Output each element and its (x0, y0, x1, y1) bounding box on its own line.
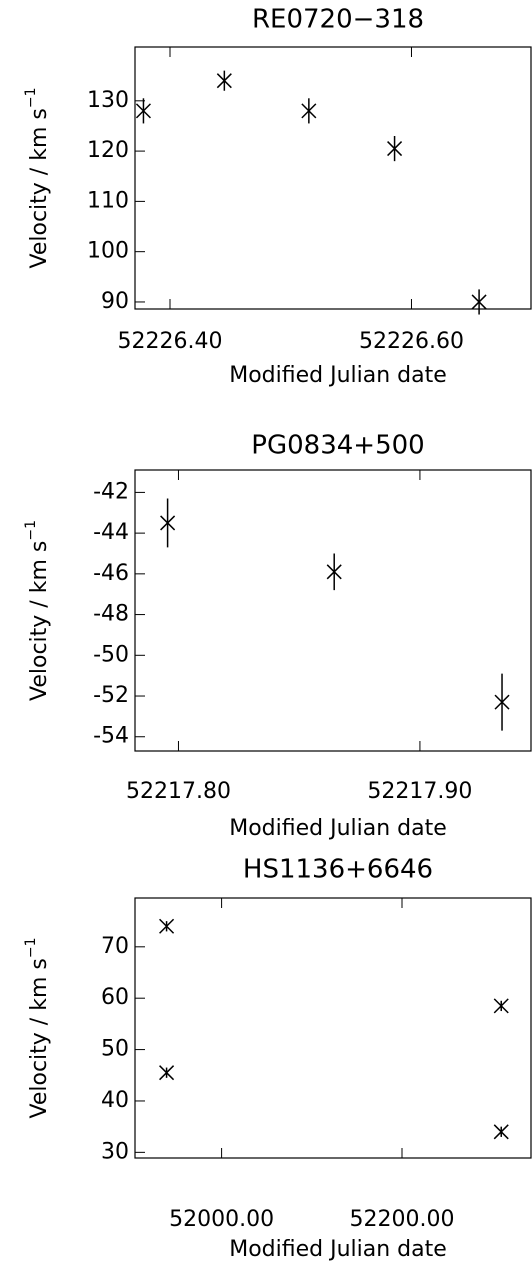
plot-frame (134, 469, 532, 752)
data-point (135, 103, 151, 119)
data-point (160, 515, 176, 531)
y-axis-label-text: Velocity / km s (27, 108, 52, 268)
x-axis-label: Modified Julian date (229, 363, 447, 388)
y-axis-label: Velocity / km s−1 (23, 88, 52, 269)
y-axis-label-superscript: −1 (23, 520, 39, 541)
plot-frame (134, 897, 532, 1159)
y-axis-label-superscript: −1 (23, 938, 39, 959)
y-tick-label: -54 (93, 724, 129, 749)
x-tick-label: 52000.00 (169, 1207, 274, 1232)
x-tick-label: 52217.80 (126, 779, 231, 804)
data-point (493, 998, 509, 1014)
y-tick-label: 120 (87, 138, 129, 163)
y-tick-label: 110 (87, 188, 129, 213)
chart-title: RE0720−318 (252, 5, 424, 35)
data-point (159, 918, 175, 934)
x-axis-label: Modified Julian date (229, 1237, 447, 1262)
y-tick-label: 90 (101, 289, 129, 314)
y-axis-label-text: Velocity / km s (27, 958, 52, 1118)
y-tick-label: 50 (101, 1037, 129, 1062)
y-tick-label: -50 (93, 642, 129, 667)
data-point (494, 694, 510, 710)
data-point (301, 103, 317, 119)
y-axis-label-text: Velocity / km s (27, 541, 52, 701)
y-tick-label: 40 (101, 1088, 129, 1113)
x-tick-label: 52226.60 (359, 329, 464, 354)
data-point (326, 564, 342, 580)
data-point (387, 141, 403, 157)
chart-title: PG0834+500 (251, 431, 424, 461)
y-tick-label: 30 (101, 1139, 129, 1164)
x-tick-label: 52200.00 (350, 1207, 455, 1232)
y-tick-label: -52 (93, 683, 129, 708)
data-point (471, 294, 487, 310)
y-tick-label: -46 (93, 561, 129, 586)
y-tick-label: -44 (93, 520, 129, 545)
plot-frame (134, 46, 532, 310)
x-tick-label: 52226.40 (118, 329, 223, 354)
y-tick-label: 100 (87, 239, 129, 264)
y-axis-label-superscript: −1 (23, 88, 39, 109)
data-point (159, 1065, 175, 1081)
y-tick-label: -48 (93, 602, 129, 627)
y-axis-label: Velocity / km s−1 (23, 938, 52, 1119)
y-tick-label: 130 (87, 88, 129, 113)
y-tick-label: 70 (101, 934, 129, 959)
y-axis-label: Velocity / km s−1 (23, 520, 52, 701)
y-tick-label: 60 (101, 985, 129, 1010)
y-tick-label: -42 (93, 479, 129, 504)
x-tick-label: 52217.90 (367, 779, 472, 804)
chart-title: HS1136+6646 (243, 855, 433, 885)
data-point (493, 1124, 509, 1140)
x-axis-label: Modified Julian date (229, 816, 447, 841)
data-point (216, 73, 232, 89)
